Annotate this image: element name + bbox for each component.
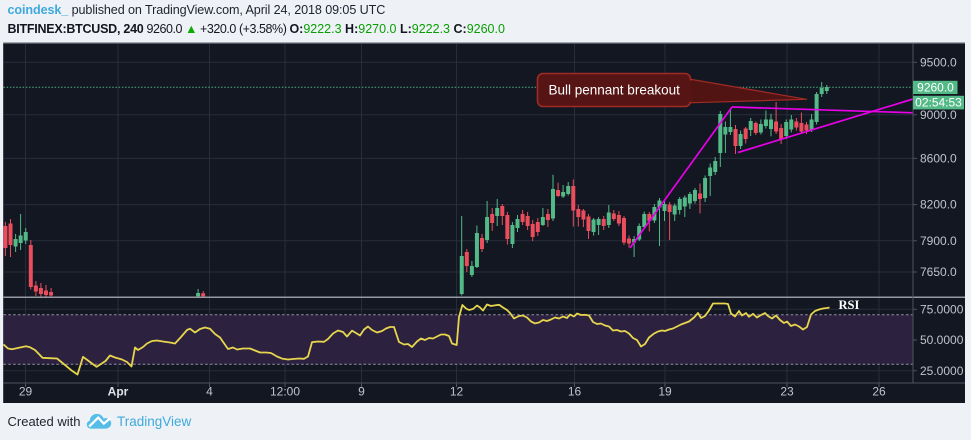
svg-text:12:00: 12:00 — [270, 385, 300, 399]
svg-text:8600.0: 8600.0 — [920, 151, 957, 165]
svg-text:75.0000: 75.0000 — [920, 302, 964, 316]
svg-text:12: 12 — [450, 385, 464, 399]
svg-text:7650.0: 7650.0 — [920, 265, 957, 279]
svg-text:50.0000: 50.0000 — [920, 333, 964, 347]
svg-text:29: 29 — [19, 385, 33, 399]
svg-text:8200.0: 8200.0 — [920, 198, 957, 212]
svg-text:9: 9 — [358, 385, 365, 399]
svg-text:26: 26 — [872, 385, 886, 399]
svg-text:RSI: RSI — [839, 298, 860, 312]
svg-text:19: 19 — [658, 385, 672, 399]
svg-text:9000.0: 9000.0 — [920, 108, 957, 122]
svg-text:23: 23 — [780, 385, 794, 399]
svg-text:16: 16 — [568, 385, 582, 399]
svg-text:9500.0: 9500.0 — [920, 55, 957, 69]
svg-text:7900.0: 7900.0 — [920, 234, 957, 248]
svg-text:25.0000: 25.0000 — [920, 364, 964, 378]
svg-text:4: 4 — [206, 385, 213, 399]
svg-text:Bull pennant breakout: Bull pennant breakout — [549, 83, 681, 98]
svg-text:Apr: Apr — [108, 385, 129, 399]
svg-text:9260.0: 9260.0 — [917, 80, 954, 94]
svg-text:02:54:53: 02:54:53 — [915, 96, 962, 110]
